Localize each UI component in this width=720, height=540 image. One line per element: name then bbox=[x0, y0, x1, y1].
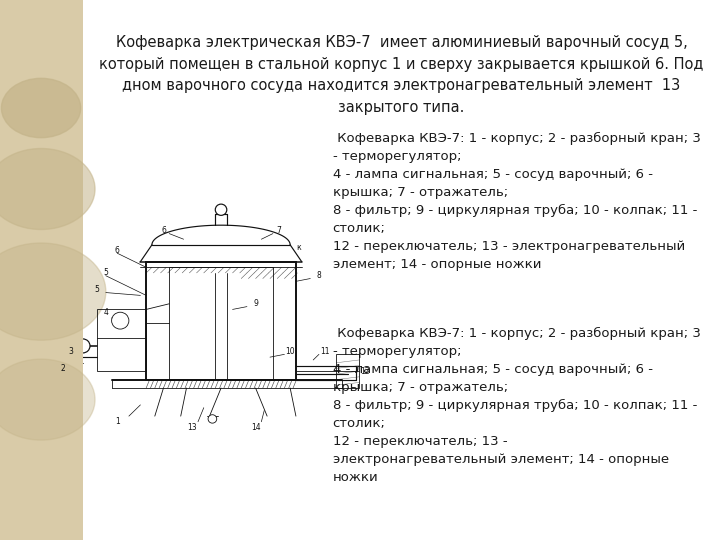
Circle shape bbox=[0, 148, 95, 230]
Circle shape bbox=[0, 359, 95, 440]
Text: 6: 6 bbox=[115, 246, 120, 255]
Bar bbox=[336, 354, 359, 388]
Bar bbox=[97, 309, 146, 371]
Text: 9: 9 bbox=[253, 299, 258, 308]
Circle shape bbox=[215, 204, 227, 215]
Text: 7: 7 bbox=[276, 226, 281, 235]
Text: 5: 5 bbox=[104, 268, 108, 278]
Bar bbox=[83, 0, 720, 540]
Text: 2: 2 bbox=[60, 364, 65, 373]
Circle shape bbox=[1, 78, 81, 138]
Text: 12: 12 bbox=[360, 367, 370, 376]
Bar bbox=[0, 0, 83, 540]
Bar bbox=[169, 267, 273, 380]
Text: Кофеварка КВЭ-7: 1 - корпус; 2 - разборный кран; 3
- терморегулятор;
4 - лампа с: Кофеварка КВЭ-7: 1 - корпус; 2 - разборн… bbox=[333, 327, 701, 484]
Text: 11: 11 bbox=[320, 347, 330, 356]
Text: 14: 14 bbox=[251, 423, 261, 432]
Text: 13: 13 bbox=[187, 423, 197, 432]
Circle shape bbox=[0, 243, 106, 340]
Text: 4: 4 bbox=[104, 308, 108, 317]
Bar bbox=[146, 262, 296, 380]
Circle shape bbox=[76, 339, 90, 353]
Text: 5: 5 bbox=[95, 285, 99, 294]
Text: 6: 6 bbox=[161, 226, 166, 235]
Circle shape bbox=[208, 415, 217, 423]
Text: 10: 10 bbox=[285, 347, 295, 356]
Text: 1: 1 bbox=[115, 417, 120, 426]
Circle shape bbox=[112, 312, 129, 329]
Text: Кофеварка электрическая КВЭ-7  имеет алюминиевый варочный сосуд 5,
который помещ: Кофеварка электрическая КВЭ-7 имеет алюм… bbox=[99, 35, 703, 115]
Text: к: к bbox=[297, 243, 301, 252]
Text: Кофеварка КВЭ-7: 1 - корпус; 2 - разборный кран; 3
- терморегулятор;
4 - лампа с: Кофеварка КВЭ-7: 1 - корпус; 2 - разборн… bbox=[333, 132, 701, 272]
Text: 8: 8 bbox=[317, 271, 321, 280]
Text: 3: 3 bbox=[69, 347, 73, 356]
